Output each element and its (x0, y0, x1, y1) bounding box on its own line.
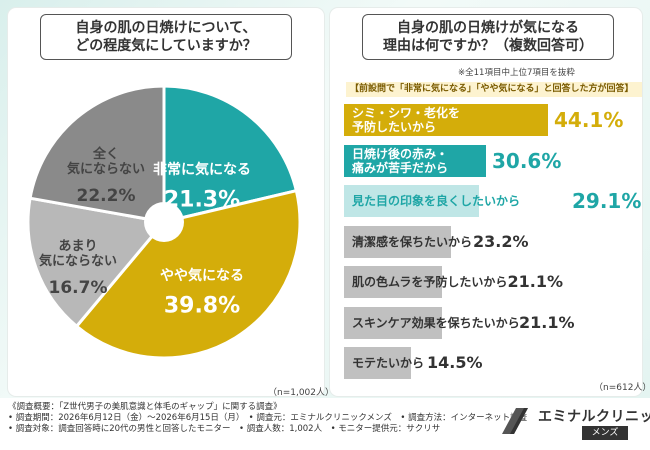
pie-slice (26, 196, 167, 329)
clinic-logo: エミナルクリニック メンズ (500, 404, 650, 444)
bar-item (344, 144, 486, 177)
pie-slice-label: 非常に気になる 21.3% (153, 161, 251, 213)
logo-sub-text: メンズ (582, 426, 628, 440)
bar-label: モテたいから (352, 347, 424, 379)
bar-item (344, 347, 411, 379)
bar-value: 29.1% (572, 189, 642, 213)
pie-slice (28, 84, 166, 224)
bar-value: 21.1% (519, 312, 575, 332)
pie-slice (162, 84, 299, 224)
right-top-note: ※全11項目中上位7項目を抜粋 (458, 68, 575, 78)
left-question-box: 自身の肌の日焼けについて、 どの程度気にしていますか？ (40, 14, 292, 60)
pie-slice-label-text: 気にならない (39, 253, 117, 269)
pie-center-hole (144, 202, 184, 242)
bar-label: シミ・シワ・老化を 予防したいから (352, 104, 460, 136)
bar-label: 日焼け後の赤み・ 痛みが苦手だから (352, 145, 448, 177)
bar-value: 14.5% (427, 353, 483, 372)
logo-main-text: エミナルクリニック (538, 409, 650, 425)
bar-label-line: スキンケア効果を保ちたいから (352, 315, 520, 330)
bar-item (344, 104, 548, 136)
bar-label-line: 見た目の印象を良くしたいから (352, 194, 521, 208)
pie-slice-label-text: 気にならない (67, 161, 145, 177)
right-question-line2: 理由は何ですか？（複数回答可） (383, 38, 593, 54)
bar-label-line: 肌の色ムラを予防したいから (352, 275, 508, 289)
bar-label-line: モテたいから (352, 356, 425, 370)
left-question-line2: どの程度気にしていますか？ (75, 38, 257, 54)
pie-slice-value: 39.8% (164, 294, 240, 319)
bar-label: 見た目の印象を良くしたいから (352, 185, 520, 217)
footer-line3: • 調査対象：調査回答時に20代の男性と回答したモニター • 調査人数：1,00… (8, 424, 441, 434)
bar-label-line: 清潔感を保ちたいから (352, 234, 473, 249)
pie-slice-label: やや気になる 39.8% (160, 267, 244, 319)
bar-item (344, 225, 451, 258)
bar-value: 23.2% (473, 231, 529, 251)
pie-slice-label-text: やや気になる (160, 267, 244, 284)
footer-line1: 《調査概要：「Z世代男子の美肌意識と体毛のギャップ」に関する調査》 (8, 402, 282, 412)
bar-item (344, 306, 442, 339)
survey-footer: 《調査概要：「Z世代男子の美肌意識と体毛のギャップ」に関する調査》 • 調査期間… (8, 402, 528, 435)
bar-value: 44.1% (554, 108, 624, 132)
bar-label-line: 痛みが苦手だから (352, 160, 449, 175)
pie-slice (74, 188, 302, 360)
bar-label-line: 日焼け後の赤み・ (352, 146, 449, 161)
pie-slice-value: 21.3% (164, 188, 240, 213)
footer-line2: • 調査期間：2026年6月12日（金）〜2026年6月15日（月） • 調査元… (8, 413, 528, 423)
right-question-line1: 自身の肌の日焼けが気になる (397, 20, 579, 36)
bar-label: 肌の色ムラを予防したいから (352, 266, 507, 298)
left-question-line1: 自身の肌の日焼けについて、 (75, 20, 257, 36)
bar-label-line: 予防したいから (352, 120, 437, 134)
right-sample-size: （n=612人） (594, 383, 650, 393)
right-subtitle: 【前設問で「非常に気になる」「やや気になる」と回答した方が回答】 (346, 82, 642, 97)
pie-slice-label-text: 非常に気になる (153, 161, 251, 178)
pie-slice-label-text: あまり (58, 239, 97, 254)
bar-item (344, 266, 442, 298)
pie-slice-value: 16.7% (49, 278, 108, 298)
bar-label-line: シミ・シワ・老化を (352, 106, 461, 120)
pie-slice-label-text: 全く (92, 146, 119, 162)
left-sample-size: （n=1,002人） (268, 388, 335, 398)
logo-mark-icon (502, 408, 528, 434)
bar-item (344, 185, 479, 217)
right-question-box: 自身の肌の日焼けが気になる 理由は何ですか？（複数回答可） (362, 14, 614, 60)
bar-label: 清潔感を保ちたいから (352, 226, 472, 258)
bar-value: 21.1% (507, 272, 564, 291)
pie-slice-value: 22.2% (77, 186, 136, 206)
bar-label: スキンケア効果を保ちたいから (352, 307, 520, 339)
bar-value: 30.6% (492, 148, 562, 173)
pie-chart: 非常に気になる21.3%やや気になる39.8%あまり気にならない16.7%全く気… (26, 84, 302, 360)
